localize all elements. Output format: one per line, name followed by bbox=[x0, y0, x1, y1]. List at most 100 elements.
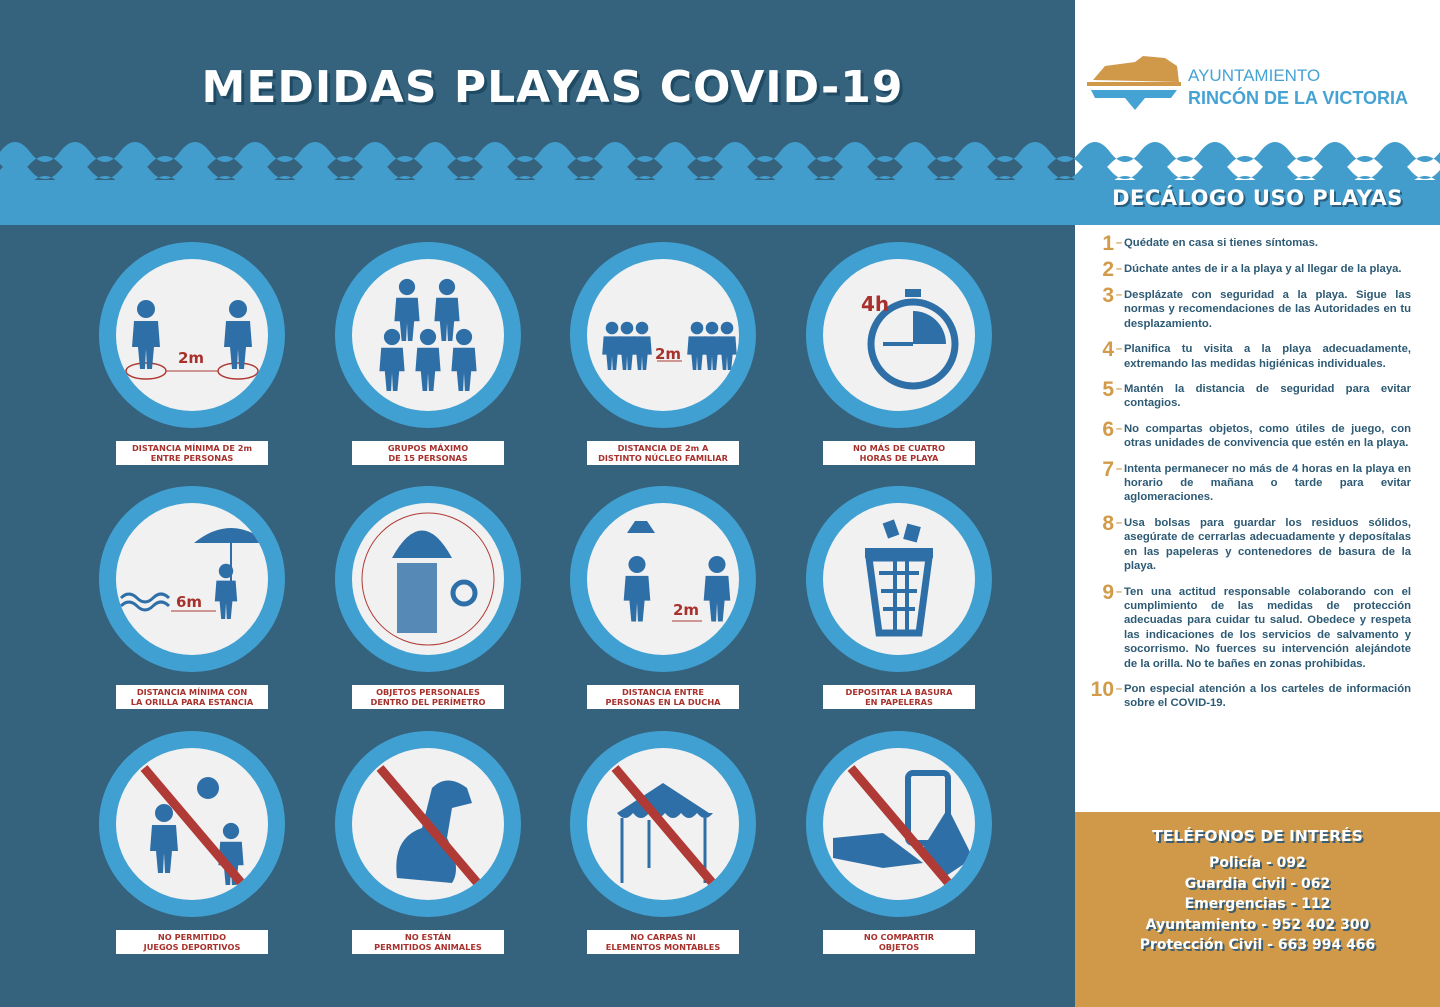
phones-box: TELÉFONOS DE INTERÉS Policía - 092 Guard… bbox=[1075, 812, 1440, 1007]
item-text: Quédate en casa si tienes síntomas. bbox=[1124, 237, 1319, 249]
measure-ring bbox=[335, 731, 521, 917]
measure-ring bbox=[335, 486, 521, 672]
measure-label-line1: DISTANCIA ENTRE bbox=[621, 687, 705, 697]
measure-ring bbox=[335, 242, 521, 428]
item-number: 3 bbox=[1102, 284, 1114, 307]
measure-ring: 2m bbox=[99, 242, 285, 428]
decalogue-item: 6– No compartas objetos, como útiles de j… bbox=[1090, 417, 1411, 451]
measure-label-line2: DENTRO DEL PERÍMETRO bbox=[370, 697, 486, 707]
measure-card: NO PERMITIDO JUEGOS DEPORTIVOS bbox=[92, 731, 292, 961]
measure-ring bbox=[806, 486, 992, 672]
measure-label: DISTANCIA MÍNIMA DE 2m ENTRE PERSONAS bbox=[116, 441, 268, 465]
measure-label-line2: ENTRE PERSONAS bbox=[150, 453, 234, 463]
measure-label-line2: EN PAPELERAS bbox=[865, 697, 933, 707]
group-icon bbox=[352, 259, 504, 411]
measure-card: DEPOSITAR LA BASURA EN PAPELERAS bbox=[799, 486, 999, 716]
measure-ring bbox=[570, 731, 756, 917]
decalogue-item: 2– Dúchate antes de ir a la playa y al ll… bbox=[1090, 258, 1411, 281]
measure-label-line2: DE 15 PERSONAS bbox=[388, 453, 468, 463]
decalogue-item: 3– Desplázate con seguridad a la playa. S… bbox=[1090, 284, 1411, 331]
item-number: 10 bbox=[1090, 677, 1114, 701]
personal-items-icon bbox=[352, 503, 504, 655]
phone-item: Guardia Civil - 062 bbox=[1184, 875, 1331, 892]
measure-label-line1: GRUPOS MÁXIMO bbox=[387, 443, 469, 453]
decalogue-item: 7– Intenta permanecer no más de 4 horas e… bbox=[1090, 457, 1411, 505]
measure-label: NO PERMITIDO JUEGOS DEPORTIVOS bbox=[116, 930, 268, 954]
measure-label-line2: JUEGOS DEPORTIVOS bbox=[143, 942, 241, 952]
dash: – bbox=[1115, 383, 1123, 396]
item-number: 7 bbox=[1102, 457, 1114, 481]
decalogue-item: 9– Ten una actitud responsable colaborand… bbox=[1090, 580, 1411, 671]
measure-label-line2: PERMITIDOS ANIMALES bbox=[374, 942, 482, 952]
item-text: Pon especial atención a los carteles de … bbox=[1124, 682, 1411, 710]
dash: – bbox=[1115, 585, 1123, 598]
dash: – bbox=[1115, 263, 1123, 275]
measure-ring: 6m bbox=[99, 486, 285, 672]
decalogue-title: DECÁLOGO USO PLAYAS bbox=[1112, 186, 1403, 210]
measure-card: OBJETOS PERSONALES DENTRO DEL PERÍMETRO bbox=[328, 486, 528, 716]
item-number: 4 bbox=[1102, 338, 1114, 362]
measure-label: NO CARPAS NI ELEMENTOS MONTABLES bbox=[587, 930, 739, 954]
measure-label: NO COMPARTIR OBJETOS bbox=[823, 930, 975, 954]
item-number: 9 bbox=[1102, 580, 1114, 604]
measure-label: NO ESTÁN PERMITIDOS ANIMALES bbox=[352, 930, 504, 954]
measure-card: NO CARPAS NI ELEMENTOS MONTABLES bbox=[563, 731, 763, 961]
decalogue-list: 1– Quédate en casa si tienes síntomas. 2– D… bbox=[1090, 233, 1411, 722]
measure-ring bbox=[806, 731, 992, 917]
measure-label: NO MÁS DE CUATRO HORAS DE PLAYA bbox=[823, 441, 975, 465]
measure-card: 6m DISTANCIA MÍNIMA CON LA ORILLA PARA ES… bbox=[92, 486, 292, 716]
item-text: Planifica tu visita a la playa adecuadam… bbox=[1124, 343, 1411, 370]
no-sharing-icon bbox=[823, 748, 975, 900]
measure-label-line1: DISTANCIA DE 2m A bbox=[617, 443, 709, 453]
measure-ring: 2m bbox=[570, 486, 756, 672]
distance-tag: 2m bbox=[178, 349, 204, 367]
item-text: Desplázate con seguridad a la playa. Sig… bbox=[1124, 289, 1411, 330]
dash: – bbox=[1115, 289, 1123, 301]
decalogue-item: 1– Quédate en casa si tienes síntomas. bbox=[1090, 233, 1411, 254]
measure-label-line2: PERSONAS EN LA DUCHA bbox=[605, 697, 721, 707]
measure-label-line1: NO CARPAS NI bbox=[630, 932, 696, 942]
trash-bin-icon bbox=[823, 503, 975, 655]
dash: – bbox=[1115, 343, 1123, 356]
measure-label-line2: HORAS DE PLAYA bbox=[859, 453, 939, 463]
item-text: Dúchate antes de ir a la playa y al lleg… bbox=[1124, 263, 1402, 275]
item-text: Intenta permanecer no más de 4 horas en … bbox=[1124, 462, 1411, 504]
wave-band bbox=[0, 180, 1440, 222]
measure-label-line1: DISTANCIA MÍNIMA CON bbox=[136, 687, 248, 697]
logo-line2: RINCÓN DE LA VICTORIA bbox=[1188, 88, 1409, 108]
no-ball-games-icon bbox=[116, 748, 268, 900]
measure-label: DISTANCIA MÍNIMA CON LA ORILLA PARA ESTAN… bbox=[116, 685, 268, 709]
measure-label: DISTANCIA DE 2m A DISTINTO NÚCLEO FAMILIA… bbox=[587, 441, 739, 465]
item-text: Usa bolsas para guardar los residuos sól… bbox=[1124, 516, 1411, 573]
measure-card: NO ESTÁN PERMITIDOS ANIMALES bbox=[328, 731, 528, 961]
measure-card: 2m DISTANCIA MÍNIMA DE 2m ENTRE PERSONAS bbox=[92, 242, 292, 472]
hours-tag: 4h bbox=[861, 292, 889, 316]
dash: – bbox=[1115, 422, 1123, 435]
item-number: 6 bbox=[1102, 417, 1114, 441]
phone-item: Ayuntamiento - 952 402 300 bbox=[1145, 916, 1370, 933]
measure-card: 2m DISTANCIA ENTRE PERSONAS EN LA DUCHA bbox=[563, 486, 763, 716]
umbrella-shore-icon: 6m bbox=[116, 503, 268, 655]
measure-card: 2m DISTANCIA DE 2m A DISTINTO NÚCLEO FAMI… bbox=[563, 242, 763, 472]
distance-tag: 2m bbox=[673, 601, 699, 619]
phone-item: Policía - 092 bbox=[1209, 855, 1306, 871]
measure-label: DISTANCIA ENTRE PERSONAS EN LA DUCHA bbox=[587, 685, 739, 709]
decalogue-item: 4– Planifica tu visita a la playa adecuad… bbox=[1090, 338, 1411, 371]
measure-label-line2: OBJETOS bbox=[878, 942, 920, 952]
phone-item: Protección Civil - 663 994 466 bbox=[1139, 937, 1376, 953]
family-distance-icon: 2m bbox=[587, 259, 739, 411]
measure-label-line1: DEPOSITAR LA BASURA bbox=[845, 687, 953, 697]
measure-label: OBJETOS PERSONALES DENTRO DEL PERÍMETRO bbox=[352, 685, 504, 709]
item-number: 8 bbox=[1102, 511, 1114, 535]
dash: – bbox=[1115, 516, 1123, 529]
shower-distance-icon: 2m bbox=[587, 503, 739, 655]
decalogue-item: 10– Pon especial atención a los carteles … bbox=[1090, 677, 1411, 711]
measure-ring: 4h bbox=[806, 242, 992, 428]
distance-2m-icon: 2m bbox=[116, 259, 268, 411]
measure-card: 4h NO MÁS DE CUATRO HORAS DE PLAYA bbox=[799, 242, 999, 472]
measure-card: NO COMPARTIR OBJETOS bbox=[799, 731, 999, 961]
measure-label-line1: NO PERMITIDO bbox=[157, 932, 227, 942]
item-number: 2 bbox=[1102, 258, 1114, 281]
no-tents-icon bbox=[587, 748, 739, 900]
decalogue-item: 8– Usa bolsas para guardar los residuos s… bbox=[1090, 511, 1411, 574]
